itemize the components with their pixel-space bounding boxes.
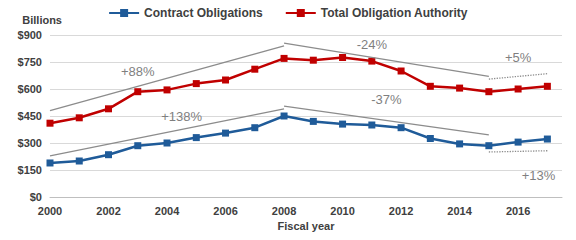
svg-text:Contract Obligations: Contract Obligations [144,6,263,20]
svg-text:$900: $900 [18,29,42,41]
svg-text:Billions: Billions [22,14,62,26]
svg-text:$300: $300 [18,137,42,149]
svg-text:+5%: +5% [505,50,532,65]
svg-text:+138%: +138% [161,109,202,124]
svg-text:$600: $600 [18,83,42,95]
svg-text:Fiscal year: Fiscal year [278,220,336,232]
svg-text:2004: 2004 [155,205,180,217]
svg-text:2014: 2014 [447,205,472,217]
svg-text:+13%: +13% [522,168,556,183]
svg-text:$0: $0 [30,191,42,203]
svg-text:2002: 2002 [96,205,120,217]
svg-text:$750: $750 [18,56,42,68]
svg-text:2000: 2000 [38,205,62,217]
svg-text:2006: 2006 [213,205,237,217]
svg-text:2016: 2016 [506,205,530,217]
svg-text:$450: $450 [18,110,42,122]
svg-text:$150: $150 [18,164,42,176]
svg-text:-37%: -37% [371,92,402,107]
svg-text:2012: 2012 [389,205,413,217]
svg-text:-24%: -24% [357,37,388,52]
svg-text:Total Obligation Authority: Total Obligation Authority [321,6,468,20]
svg-text:+88%: +88% [121,64,155,79]
svg-text:2010: 2010 [330,205,354,217]
svg-text:2008: 2008 [272,205,296,217]
